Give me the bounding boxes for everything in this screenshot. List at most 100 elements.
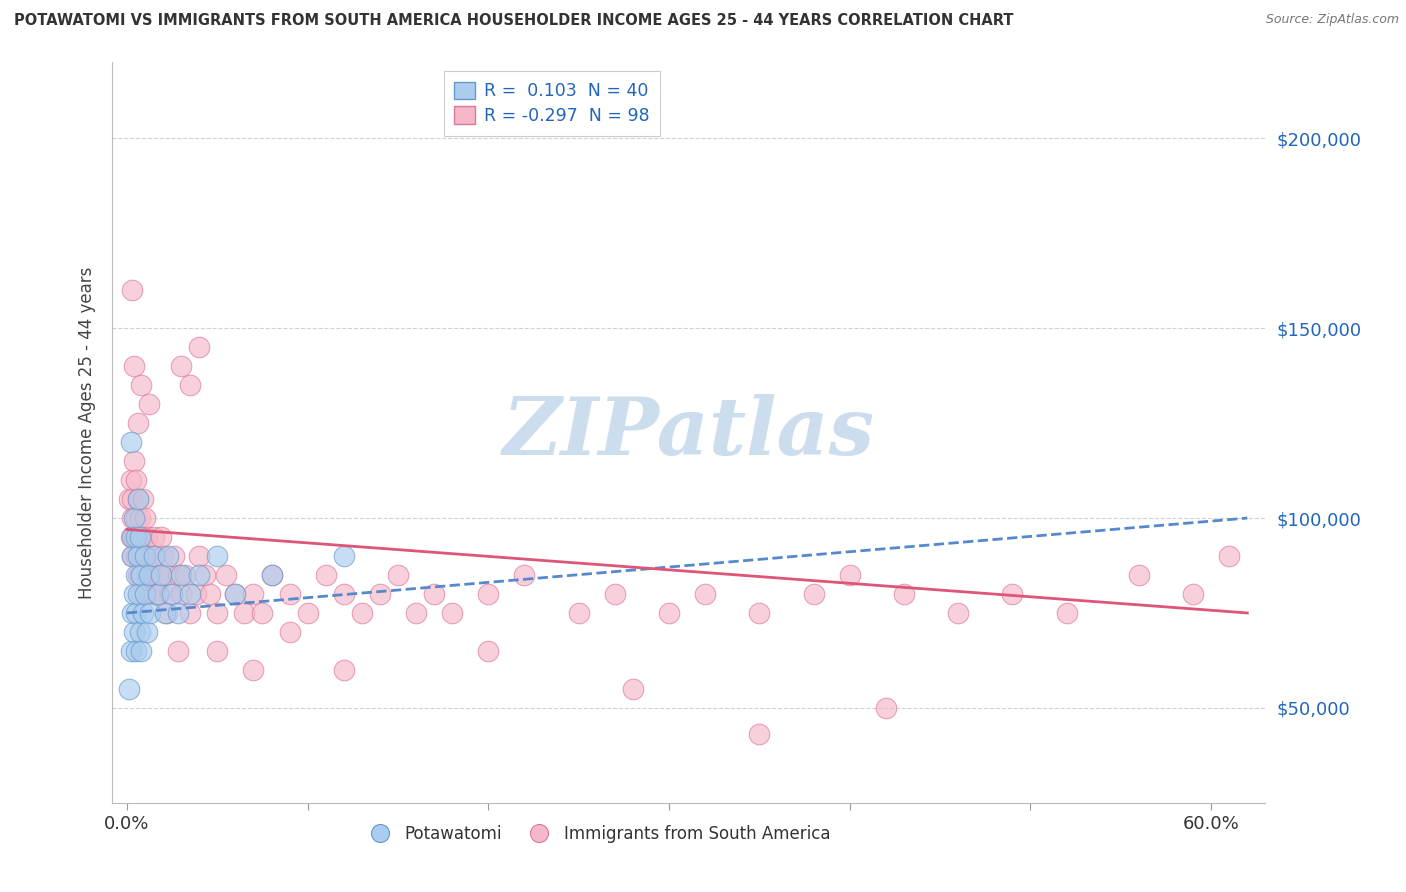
Point <box>333 549 356 563</box>
Point <box>134 587 156 601</box>
Point <box>128 511 150 525</box>
Point <box>122 587 145 601</box>
Point <box>278 624 301 639</box>
Point <box>150 530 173 544</box>
Point <box>748 727 770 741</box>
Point <box>297 606 319 620</box>
Point <box>179 587 201 601</box>
Point <box>145 549 167 563</box>
Point <box>118 681 141 696</box>
Y-axis label: Householder Income Ages 25 - 44 years: Householder Income Ages 25 - 44 years <box>77 267 96 599</box>
Point <box>803 587 825 601</box>
Point <box>122 624 145 639</box>
Point <box>127 549 149 563</box>
Text: POTAWATOMI VS IMMIGRANTS FROM SOUTH AMERICA HOUSEHOLDER INCOME AGES 25 - 44 YEAR: POTAWATOMI VS IMMIGRANTS FROM SOUTH AMER… <box>14 13 1014 29</box>
Point <box>143 549 166 563</box>
Point <box>423 587 446 601</box>
Text: Source: ZipAtlas.com: Source: ZipAtlas.com <box>1265 13 1399 27</box>
Point <box>131 378 153 392</box>
Point <box>132 491 155 506</box>
Point <box>260 568 283 582</box>
Point <box>333 663 356 677</box>
Point <box>143 530 166 544</box>
Point <box>135 624 157 639</box>
Point <box>121 511 143 525</box>
Point <box>207 644 229 658</box>
Point <box>166 644 188 658</box>
Point <box>184 587 207 601</box>
Point <box>121 549 143 563</box>
Point <box>134 587 156 601</box>
Point <box>350 606 373 620</box>
Point <box>131 587 153 601</box>
Point <box>1182 587 1205 601</box>
Point <box>194 568 217 582</box>
Point <box>135 530 157 544</box>
Point <box>179 378 201 392</box>
Point <box>138 397 160 411</box>
Point <box>125 644 148 658</box>
Point <box>252 606 274 620</box>
Point <box>173 568 195 582</box>
Point <box>224 587 246 601</box>
Point <box>138 568 160 582</box>
Point <box>141 568 163 582</box>
Point <box>132 606 155 620</box>
Point <box>838 568 860 582</box>
Point <box>120 435 142 450</box>
Point <box>125 549 148 563</box>
Point <box>1001 587 1024 601</box>
Point <box>128 530 150 544</box>
Point <box>121 530 143 544</box>
Point <box>215 568 238 582</box>
Point <box>477 587 499 601</box>
Point <box>207 606 229 620</box>
Point <box>160 587 183 601</box>
Point <box>143 587 166 601</box>
Point <box>122 359 145 374</box>
Point <box>127 568 149 582</box>
Point <box>166 568 188 582</box>
Point <box>695 587 717 601</box>
Point <box>125 530 148 544</box>
Point <box>242 663 264 677</box>
Point <box>122 511 145 525</box>
Point <box>125 568 148 582</box>
Point <box>148 587 170 601</box>
Point <box>139 549 162 563</box>
Point <box>125 473 148 487</box>
Point <box>159 587 181 601</box>
Point <box>131 568 153 582</box>
Point <box>166 606 188 620</box>
Point <box>748 606 770 620</box>
Point <box>146 568 169 582</box>
Point <box>315 568 337 582</box>
Point <box>121 491 143 506</box>
Point <box>658 606 681 620</box>
Point <box>893 587 915 601</box>
Point <box>405 606 427 620</box>
Point <box>333 587 356 601</box>
Point <box>121 549 143 563</box>
Point <box>134 549 156 563</box>
Point <box>513 568 536 582</box>
Point <box>120 644 142 658</box>
Point <box>131 549 153 563</box>
Legend: Potawatomi, Immigrants from South America: Potawatomi, Immigrants from South Americ… <box>356 819 837 850</box>
Point <box>122 530 145 544</box>
Point <box>138 587 160 601</box>
Point <box>128 624 150 639</box>
Point <box>118 491 141 506</box>
Point <box>278 587 301 601</box>
Point <box>127 491 149 506</box>
Point <box>603 587 626 601</box>
Point <box>163 549 186 563</box>
Point <box>150 568 173 582</box>
Point <box>233 606 256 620</box>
Point <box>441 606 464 620</box>
Point <box>242 587 264 601</box>
Point <box>128 568 150 582</box>
Point <box>477 644 499 658</box>
Point <box>125 511 148 525</box>
Point <box>188 549 211 563</box>
